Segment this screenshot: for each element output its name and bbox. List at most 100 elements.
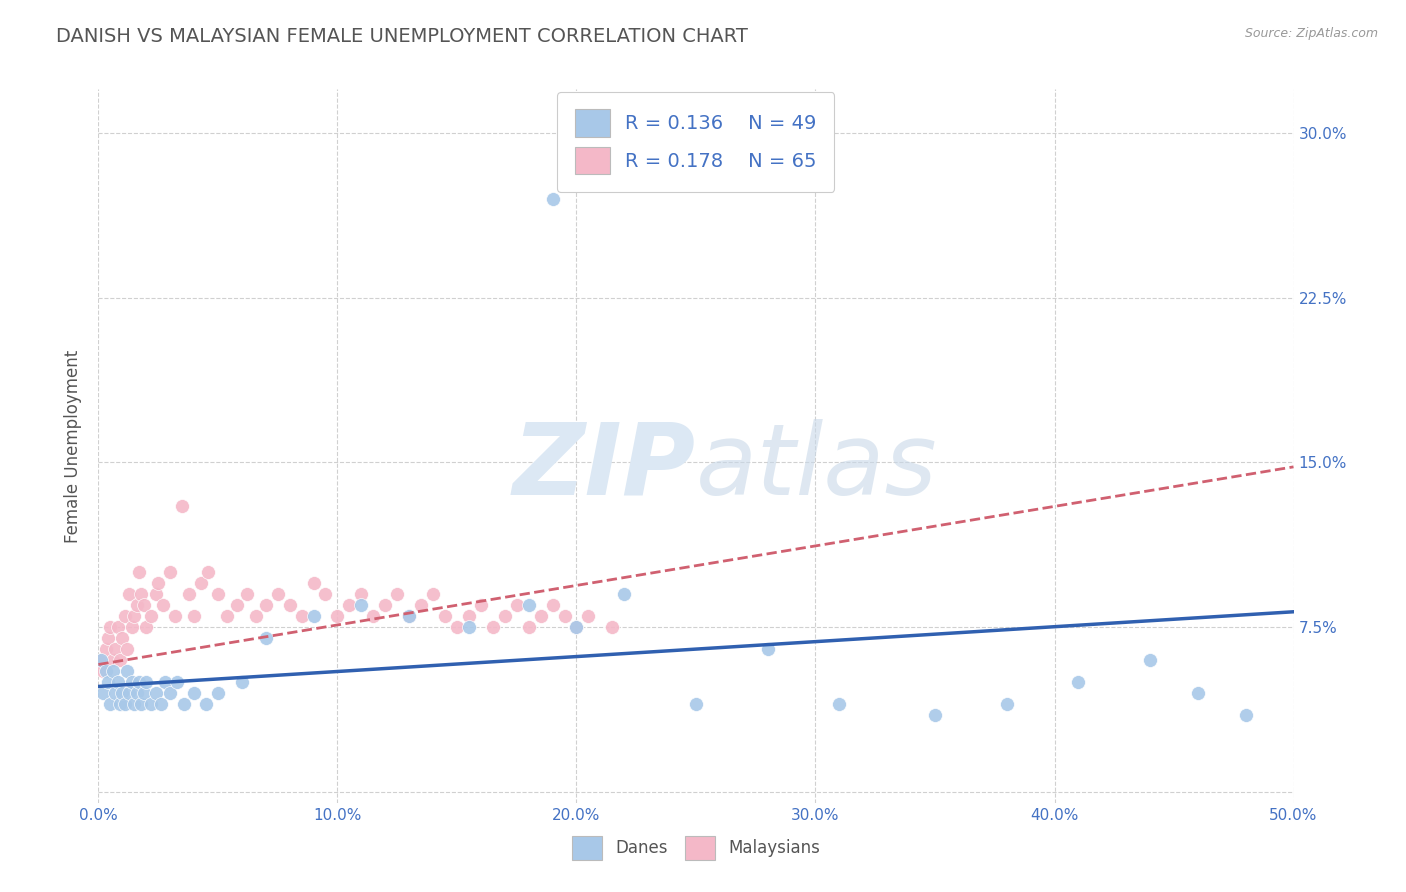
Point	[104, 642, 127, 657]
Point	[481, 620, 505, 634]
Point	[115, 642, 138, 657]
Y-axis label: Female Unemployment: Female Unemployment	[65, 350, 83, 542]
Point	[446, 620, 468, 634]
Point	[458, 620, 481, 634]
Point	[226, 598, 249, 612]
Point	[173, 697, 195, 711]
Point	[131, 587, 153, 601]
Point	[114, 697, 136, 711]
Point	[104, 686, 127, 700]
Legend: Danes, Malaysians: Danes, Malaysians	[558, 822, 834, 873]
Point	[135, 675, 157, 690]
Point	[385, 587, 409, 601]
Point	[1139, 653, 1161, 667]
Point	[148, 576, 170, 591]
Point	[91, 664, 114, 678]
Point	[517, 598, 540, 612]
Point	[131, 697, 153, 711]
Point	[315, 587, 337, 601]
Point	[470, 598, 492, 612]
Point	[149, 697, 172, 711]
Point	[231, 675, 253, 690]
Point	[541, 192, 564, 206]
Point	[302, 609, 325, 624]
Point	[118, 587, 141, 601]
Point	[108, 697, 131, 711]
Text: atlas: atlas	[696, 419, 938, 516]
Point	[135, 620, 157, 634]
Point	[1067, 675, 1090, 690]
Point	[541, 598, 564, 612]
Point	[422, 587, 444, 601]
Point	[398, 609, 420, 624]
Point	[166, 675, 188, 690]
Point	[94, 664, 117, 678]
Point	[118, 686, 141, 700]
Point	[97, 631, 120, 645]
Point	[111, 631, 134, 645]
Point	[128, 675, 150, 690]
Point	[90, 653, 112, 667]
Point	[183, 609, 205, 624]
Point	[565, 620, 588, 634]
Point	[163, 609, 186, 624]
Point	[107, 675, 129, 690]
Point	[90, 653, 112, 667]
Point	[128, 566, 150, 580]
Point	[254, 631, 277, 645]
Point	[145, 686, 167, 700]
Point	[576, 609, 599, 624]
Point	[139, 609, 162, 624]
Point	[111, 686, 134, 700]
Point	[506, 598, 529, 612]
Point	[350, 598, 373, 612]
Point	[291, 609, 314, 624]
Point	[94, 642, 117, 657]
Point	[124, 609, 146, 624]
Point	[278, 598, 301, 612]
Point	[97, 675, 120, 690]
Point	[132, 598, 155, 612]
Text: Source: ZipAtlas.com: Source: ZipAtlas.com	[1244, 27, 1378, 40]
Point	[326, 609, 349, 624]
Point	[245, 609, 267, 624]
Point	[685, 697, 707, 711]
Point	[828, 697, 851, 711]
Point	[235, 587, 257, 601]
Point	[132, 686, 155, 700]
Point	[121, 620, 143, 634]
Point	[398, 609, 420, 624]
Point	[190, 576, 212, 591]
Point	[529, 609, 551, 624]
Point	[115, 664, 138, 678]
Point	[159, 686, 181, 700]
Text: ZIP: ZIP	[513, 419, 696, 516]
Point	[107, 620, 129, 634]
Point	[124, 697, 146, 711]
Point	[145, 587, 167, 601]
Point	[565, 620, 588, 634]
Point	[494, 609, 516, 624]
Point	[98, 697, 122, 711]
Point	[159, 566, 181, 580]
Point	[924, 708, 946, 723]
Point	[183, 686, 205, 700]
Point	[433, 609, 456, 624]
Point	[101, 653, 124, 667]
Point	[172, 500, 194, 514]
Point	[207, 587, 229, 601]
Point	[458, 609, 481, 624]
Point	[363, 609, 385, 624]
Point	[194, 697, 218, 711]
Point	[254, 598, 277, 612]
Point	[267, 587, 290, 601]
Point	[101, 664, 124, 678]
Point	[554, 609, 576, 624]
Point	[114, 609, 136, 624]
Point	[1234, 708, 1257, 723]
Point	[155, 675, 177, 690]
Point	[125, 598, 148, 612]
Text: DANISH VS MALAYSIAN FEMALE UNEMPLOYMENT CORRELATION CHART: DANISH VS MALAYSIAN FEMALE UNEMPLOYMENT …	[56, 27, 748, 45]
Point	[152, 598, 174, 612]
Point	[350, 587, 373, 601]
